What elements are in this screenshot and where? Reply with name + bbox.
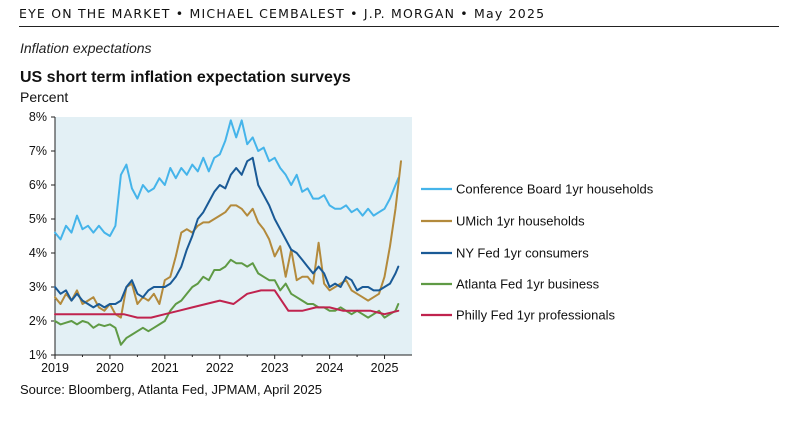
series-line-5: [54, 289, 400, 319]
section-title: Inflation expectations: [20, 40, 152, 56]
y-axis-unit-label: Percent: [20, 89, 69, 105]
plot-area: [55, 117, 412, 355]
y-tick-label: 2%: [29, 314, 47, 328]
chart-title: US short term inflation expectation surv…: [20, 69, 351, 86]
legend-label: NY Fed 1yr consumers: [456, 246, 589, 261]
legend-label: Atlanta Fed 1yr business: [456, 277, 600, 292]
y-tick-label: 6%: [29, 178, 47, 192]
y-tick-label: 1%: [29, 348, 47, 362]
legend-label: UMich 1yr households: [456, 214, 585, 229]
series-line-3: [54, 156, 400, 309]
legend-label: Conference Board 1yr households: [456, 182, 654, 197]
header-rule: [19, 26, 779, 27]
x-tick-label: 2024: [316, 361, 344, 375]
x-tick-label: 2019: [41, 361, 69, 375]
x-tick-label: 2022: [206, 361, 234, 375]
series-line-1: [54, 119, 400, 241]
series-lines: [54, 119, 402, 346]
x-tick-label: 2025: [371, 361, 399, 375]
x-tick-label: 2021: [151, 361, 179, 375]
legend: Conference Board 1yr households UMich 1yr…: [421, 182, 654, 323]
y-tick-label: 3%: [29, 280, 47, 294]
source-note: Source: Bloomberg, Atlanta Fed, JPMAM, A…: [20, 382, 323, 397]
masthead: EYE ON THE MARKET • MICHAEL CEMBALEST • …: [19, 6, 546, 21]
y-tick-label: 5%: [29, 212, 47, 226]
y-tick-label: 7%: [29, 144, 47, 158]
y-tick-label: 8%: [29, 110, 47, 124]
x-tick-label: 2020: [96, 361, 124, 375]
axes: 1% 2% 3% 4% 5% 6% 7% 8% 2019 2020 2021 2022 2023 2024…: [29, 110, 412, 375]
series-line-4: [54, 258, 400, 346]
y-tick-label: 4%: [29, 246, 47, 260]
legend-label: Philly Fed 1yr professionals: [456, 308, 615, 323]
x-tick-label: 2023: [261, 361, 289, 375]
